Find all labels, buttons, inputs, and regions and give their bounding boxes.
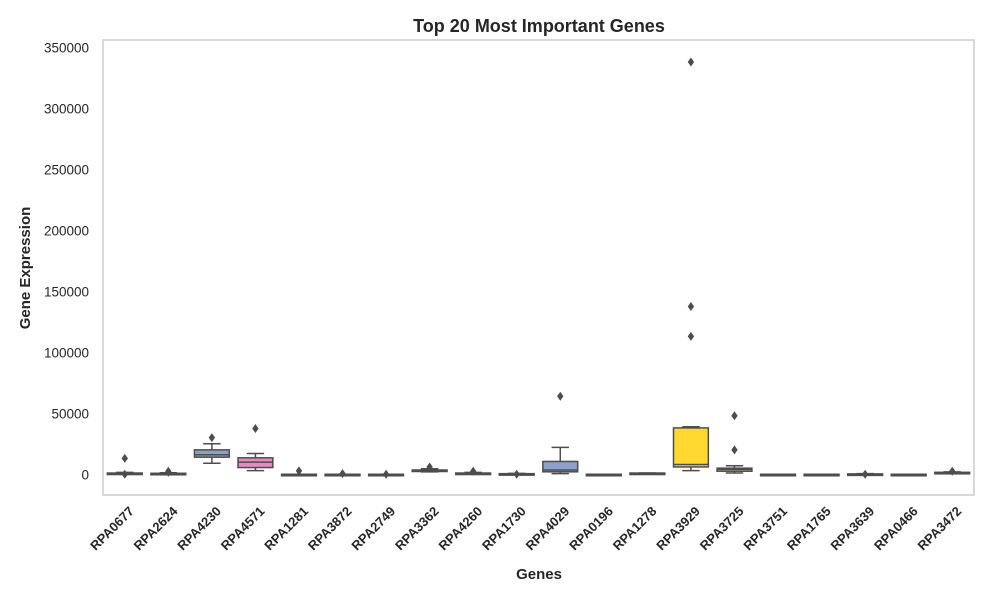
x-tick-label: RPA4029 [523,504,573,554]
x-tick-label: RPA4230 [174,504,224,554]
outlier-point [426,462,433,472]
box-RPA4029 [542,391,579,475]
x-tick-label: RPA3472 [915,504,965,554]
y-tick-label: 350000 [44,40,89,55]
box-RPA3751 [759,473,797,477]
box-RPA1281 [280,466,318,477]
box-RPA3362 [411,462,448,473]
outlier-point [382,469,390,479]
outlier-point [731,445,738,455]
x-tick-label: RPA1730 [479,504,529,554]
y-tick-label: 300000 [44,101,89,116]
x-axis-label: Genes [516,566,562,583]
x-tick-label: RPA0196 [566,504,616,554]
outlier-point [165,467,172,477]
outlier-point [861,469,869,479]
y-tick-label: 150000 [44,284,89,299]
x-tick-label: RPA3751 [740,504,790,554]
box-RPA1278 [629,472,666,476]
x-tick-label: RPA3639 [827,504,877,554]
x-tick-label: RPA2624 [131,503,181,553]
box-RPA3872 [324,469,361,479]
x-tick-label: RPA1278 [610,504,660,554]
outlier-point [687,57,695,67]
y-axis-label: Gene Expression [17,207,34,330]
x-tick-label: RPA3872 [305,504,355,554]
outlier-point [121,469,128,479]
box-RPA1765 [803,473,840,477]
outlier-point [949,466,956,476]
outlier-point [339,469,346,479]
box-RPA3929 [672,57,710,472]
outlier-point [731,411,738,421]
outlier-point [687,331,695,341]
box-RPA0466 [890,473,927,477]
box-RPA4230 [193,433,231,465]
box-RPA2749 [367,469,405,479]
x-tick-label: RPA1765 [784,504,834,554]
x-tick-label: RPA4571 [218,504,268,554]
x-tick-label: RPA0466 [871,504,921,554]
x-tick-label: RPA3362 [392,504,442,554]
outlier-point [469,466,477,476]
outlier-point [252,424,259,434]
y-axis-ticks: 0 50000 100000 150000 200000 250000 300000 3500… [44,40,89,482]
box-RPA3725 [716,411,753,474]
box-RPA1730 [498,469,535,479]
outlier-point [557,391,564,401]
outlier-point [687,302,695,312]
x-tick-label: RPA1281 [261,504,311,554]
box-RPA0196 [585,473,622,477]
box-RPA4260 [455,466,492,476]
y-tick-label: 250000 [44,162,89,177]
box-iqr [672,427,710,468]
x-tick-label: RPA2749 [348,504,398,554]
y-tick-label: 50000 [51,406,89,421]
x-tick-label: RPA4260 [436,504,486,554]
x-tick-label: RPA3725 [697,504,747,554]
x-tick-label: RPA0677 [87,504,137,554]
box-RPA2624 [150,466,187,477]
y-tick-label: 0 [81,467,89,482]
y-tick-label: 200000 [44,223,89,238]
y-tick-label: 100000 [44,345,89,360]
box-iqr [193,449,231,458]
outlier-point [513,469,520,479]
box-RPA3639 [846,469,884,479]
outlier-point [295,466,303,476]
outlier-point [121,453,128,463]
x-tick-label: RPA3929 [653,504,703,554]
plot-frame [102,39,975,496]
outlier-point [208,433,216,443]
box-RPA0677 [106,453,143,479]
x-axis-ticks: RPA0677RPA2624RPA4230RPA4571RPA1281RPA38… [87,503,964,553]
box-RPA4571 [237,424,274,472]
box-RPA3472 [934,466,971,476]
chart-title: Top 20 Most Important Genes [413,16,665,36]
boxes-layer [106,57,971,479]
box-iqr [542,460,579,473]
